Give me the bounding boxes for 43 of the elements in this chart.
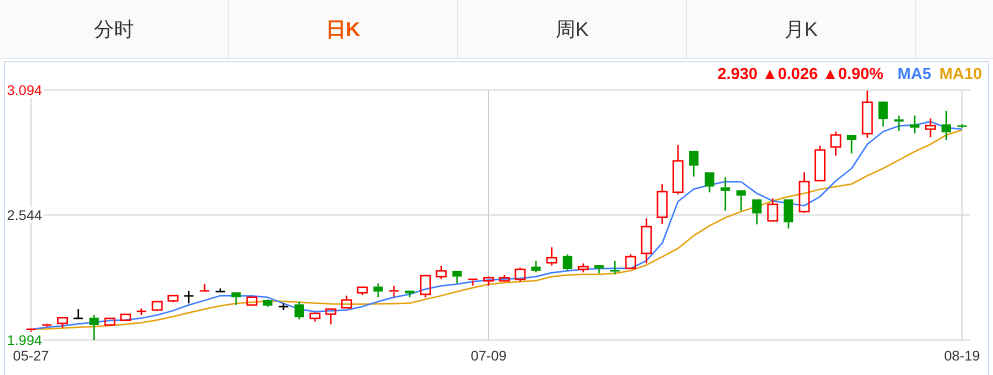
candlestick [846,135,856,154]
text: 日K [229,0,458,58]
y-tick-label: 2.544 [7,207,42,223]
candlestick [341,294,352,308]
candlestick [72,308,84,320]
candlestick [784,199,794,230]
text: 月K [687,0,916,58]
candlestick [720,176,730,212]
candlestick [562,254,572,272]
candlestick [594,265,604,274]
text: 分时 [0,0,229,58]
candlestick [404,290,414,298]
candlestick [89,314,99,341]
candlestick [704,172,714,194]
candlestick [656,183,668,225]
candlestick [183,290,194,304]
y-tick-label: 3.094 [7,82,42,98]
text: MA5 [898,66,932,84]
chart-subtitle: 2.930 ▲0.026 ▲0.90% [718,66,884,84]
candlestick [862,90,873,138]
text: 周K [458,0,687,58]
y-tick-label: 1.994 [7,332,42,348]
x-tick-label: 08-19 [944,347,980,364]
candlestick [830,130,842,156]
candlestick [640,218,652,264]
candlestick [878,102,888,128]
candlestick [452,270,462,284]
candlestick [736,190,746,212]
candlestick [467,278,478,286]
candlestick [388,285,400,298]
candlestick [531,260,541,274]
candlestick [814,144,826,182]
candlestick [546,246,558,266]
candlestick [231,292,241,306]
candlestick [672,144,684,196]
text: MA10 [939,66,982,84]
candlestick [373,282,383,298]
candlestick [610,260,620,276]
candlestick [798,172,810,214]
x-tick-label: 07-09 [470,347,507,364]
candlestick [325,308,336,326]
candlestick [925,118,936,138]
x-tick-label: 05-27 [13,347,50,364]
